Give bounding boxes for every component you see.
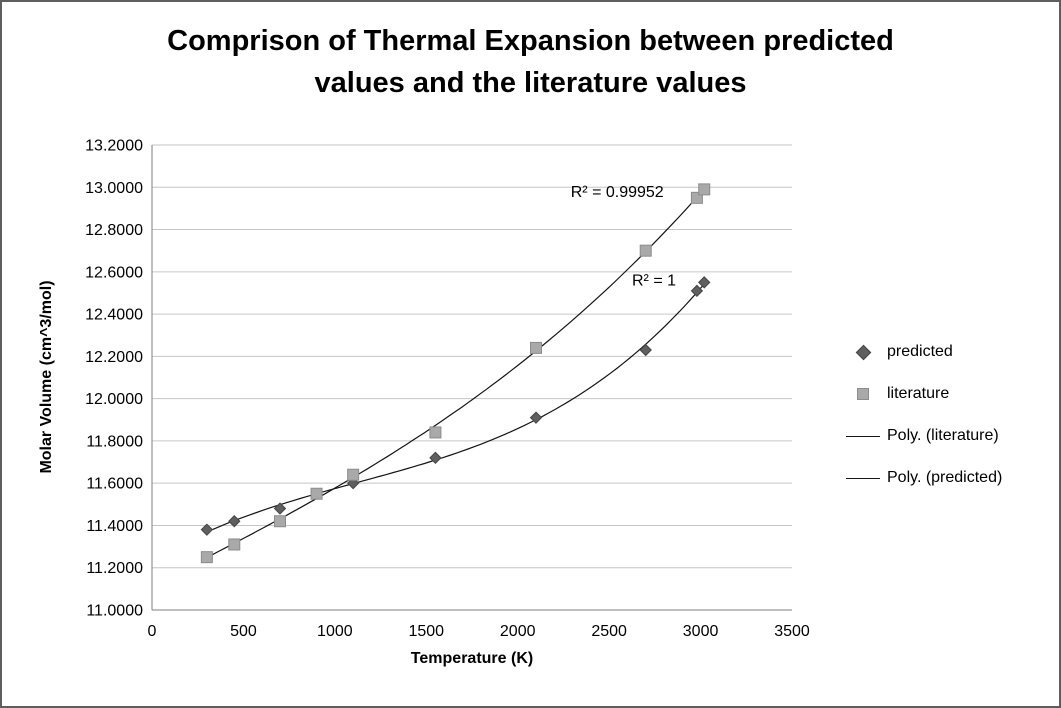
legend-item-literature: literature	[846, 373, 1002, 415]
square-marker-icon	[857, 388, 869, 400]
y-tick-label: 11.6000	[86, 476, 143, 493]
data-point-predicted	[228, 515, 241, 528]
trendline-icon	[846, 477, 880, 479]
data-point-literature	[310, 487, 323, 500]
x-tick-label: 500	[230, 623, 257, 640]
legend: predicted literature Poly. (literature) …	[846, 331, 1002, 499]
y-tick-label: 11.0000	[86, 603, 143, 620]
y-tick-label: 12.2000	[85, 349, 143, 366]
legend-item-poly-predicted: Poly. (predicted)	[846, 457, 1002, 499]
legend-item-predicted: predicted	[846, 331, 1002, 373]
data-point-literature	[347, 468, 360, 481]
y-tick-label: 12.8000	[85, 222, 143, 239]
trendline-predicted	[206, 283, 705, 533]
x-tick-label: 1000	[317, 623, 353, 640]
x-tick-label: 2500	[591, 623, 627, 640]
legend-label-predicted: predicted	[887, 343, 953, 360]
legend-swatch	[846, 344, 880, 360]
chart-title-line2: values and the literature values	[314, 67, 747, 99]
legend-swatch	[846, 477, 880, 479]
data-point-literature	[530, 341, 542, 354]
x-tick-label: 2000	[500, 623, 536, 640]
data-point-predicted	[639, 343, 652, 357]
y-tick-label: 13.2000	[85, 138, 143, 155]
x-tick-label: 0	[148, 623, 157, 640]
data-point-predicted	[698, 276, 711, 289]
data-point-literature	[274, 515, 286, 528]
data-point-predicted	[529, 411, 543, 424]
data-point-literature	[228, 538, 241, 551]
data-point-predicted	[200, 523, 214, 536]
legend-swatch	[846, 435, 880, 437]
x-axis-title: Temperature (K)	[410, 650, 534, 667]
data-point-literature	[429, 426, 442, 439]
data-point-literature	[698, 183, 711, 196]
legend-swatch	[846, 388, 880, 400]
diamond-marker-icon	[855, 344, 871, 360]
legend-label-literature: literature	[887, 385, 950, 402]
y-tick-label: 12.0000	[85, 391, 143, 408]
legend-label-poly-predicted: Poly. (predicted)	[887, 469, 1003, 486]
data-point-predicted	[273, 502, 287, 515]
chart-title: Comprison of Thermal Expansion between p…	[2, 20, 1059, 104]
x-tick-label: 3000	[683, 623, 719, 640]
data-point-literature	[690, 191, 703, 204]
data-point-literature	[639, 244, 652, 257]
y-tick-label: 13.0000	[85, 180, 143, 197]
trendline-icon	[846, 435, 880, 437]
y-tick-label: 11.4000	[86, 518, 143, 535]
legend-item-poly-literature: Poly. (literature)	[846, 415, 1002, 457]
y-tick-label: 11.8000	[86, 433, 143, 450]
y-tick-label: 12.4000	[85, 307, 143, 324]
x-tick-label: 3500	[774, 623, 810, 640]
y-tick-label: 12.6000	[85, 264, 143, 281]
legend-label-poly-literature: Poly. (literature)	[887, 427, 999, 444]
r-squared-annotation: R² = 1	[632, 273, 676, 290]
data-point-predicted	[690, 284, 704, 298]
y-tick-label: 11.2000	[86, 560, 143, 577]
x-tick-label: 1500	[408, 623, 444, 640]
trendline-literature	[206, 188, 705, 559]
chart-title-line1: Comprison of Thermal Expansion between p…	[167, 25, 894, 57]
data-point-predicted	[429, 451, 442, 465]
data-point-literature	[200, 551, 213, 564]
r-squared-annotation: R² = 0.99952	[571, 184, 664, 201]
